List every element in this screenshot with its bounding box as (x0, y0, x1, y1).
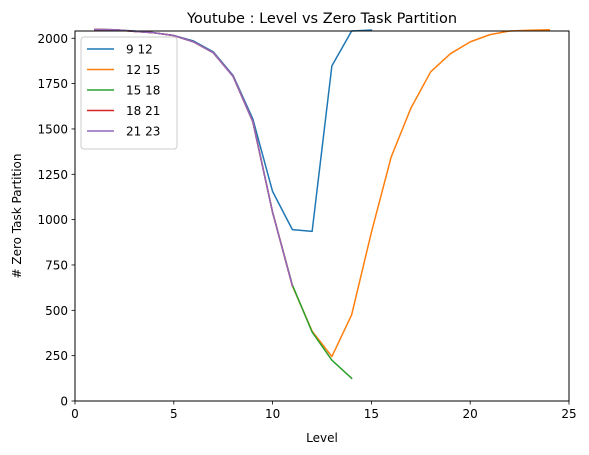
legend-label-5: 21 23 (126, 125, 160, 139)
x-tick-label: 25 (561, 407, 576, 421)
y-tick-label: 750 (45, 258, 68, 272)
legend-label-1: 9 12 (126, 43, 153, 57)
plot-area-frame (74, 30, 570, 402)
y-tick-label: 1500 (37, 122, 68, 136)
y-tick-label: 0 (60, 395, 68, 409)
legend-label-4: 18 21 (126, 104, 160, 118)
y-tick-label: 1250 (37, 168, 68, 182)
y-tick-label: 500 (45, 304, 68, 318)
y-axis-label: # Zero Task Partition (10, 153, 24, 278)
x-tick-label: 0 (71, 407, 79, 421)
x-tick-label: 20 (463, 407, 478, 421)
legend: 9 12 12 15 15 18 18 21 21 23 (80, 36, 178, 150)
x-tick-label: 5 (170, 407, 178, 421)
legend-label-2: 12 15 (126, 63, 160, 77)
x-tick-label: 15 (364, 407, 379, 421)
x-axis: 0 5 10 15 20 25 (71, 401, 577, 421)
x-axis-label: Level (306, 431, 338, 445)
x-tick-label: 10 (265, 407, 280, 421)
y-axis: 0 250 500 750 1000 1250 1500 1750 2000 (37, 32, 75, 409)
y-tick-label: 250 (45, 349, 68, 363)
y-tick-label: 1000 (37, 213, 68, 227)
legend-box (80, 36, 178, 150)
y-tick-label: 1750 (37, 77, 68, 91)
y-tick-label: 2000 (37, 32, 68, 46)
legend-label-3: 15 18 (126, 84, 160, 98)
chart-title: Youtube : Level vs Zero Task Partition (186, 11, 457, 27)
